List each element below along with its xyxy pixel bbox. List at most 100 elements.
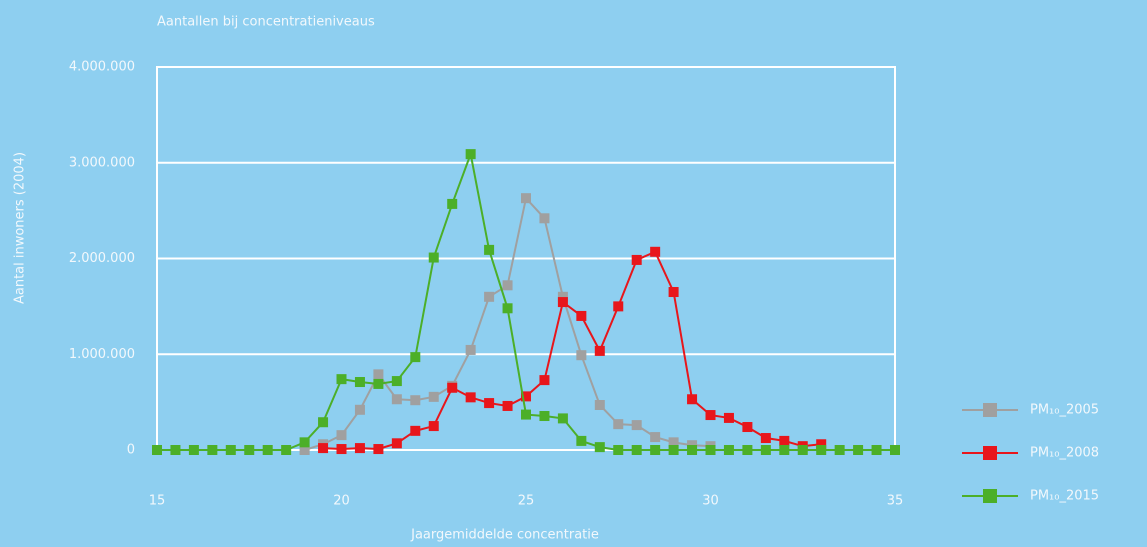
data-point	[428, 252, 439, 263]
data-point	[668, 445, 679, 455]
data-point	[502, 400, 513, 411]
data-point	[152, 445, 162, 455]
data-point	[244, 445, 255, 455]
data-point	[410, 425, 421, 436]
data-point	[779, 445, 790, 455]
data-point	[391, 394, 402, 405]
x-tick-label: 20	[333, 494, 350, 509]
data-point	[613, 445, 624, 455]
data-point	[502, 303, 513, 314]
data-point	[502, 280, 513, 291]
data-point	[373, 369, 384, 380]
data-point	[465, 392, 476, 403]
data-point	[557, 413, 568, 424]
data-point	[521, 193, 531, 204]
data-point	[871, 445, 882, 455]
x-tick-label: 15	[149, 494, 166, 509]
data-point	[816, 439, 827, 450]
data-point	[668, 437, 679, 448]
data-point	[594, 399, 605, 410]
data-point	[797, 445, 808, 455]
data-point	[816, 445, 827, 455]
chart-title: Aantallen bij concentratieniveaus	[157, 15, 375, 30]
data-point	[225, 445, 236, 455]
data-point	[521, 409, 531, 420]
data-point	[723, 445, 734, 455]
data-point	[760, 433, 771, 444]
data-point	[650, 445, 661, 455]
data-point	[318, 443, 329, 454]
data-point	[631, 445, 642, 455]
data-point	[447, 198, 458, 209]
data-point	[373, 444, 384, 455]
data-point	[336, 430, 347, 441]
data-point	[705, 445, 716, 455]
data-point	[723, 412, 734, 423]
data-point	[631, 254, 642, 265]
data-point	[557, 297, 568, 308]
data-point	[613, 301, 624, 312]
data-point	[336, 374, 347, 385]
legend-label: PM₁₀_2005	[1030, 403, 1099, 418]
data-point	[484, 398, 495, 409]
data-point	[742, 445, 753, 455]
data-point	[465, 149, 476, 160]
data-point	[428, 391, 439, 402]
x-tick-label: 25	[518, 494, 535, 509]
data-point	[465, 344, 476, 355]
data-point	[687, 394, 698, 405]
data-point	[318, 417, 329, 428]
data-point	[170, 445, 181, 455]
data-point	[447, 382, 458, 393]
data-point	[742, 422, 753, 433]
x-axis-label: Jaargemiddelde concentratie	[410, 528, 599, 543]
data-point	[834, 445, 845, 455]
data-point	[557, 291, 568, 302]
data-point	[853, 445, 864, 455]
data-point	[354, 404, 365, 415]
data-point	[594, 442, 605, 453]
series-line	[322, 250, 822, 451]
data-point	[391, 376, 402, 387]
data-point	[539, 411, 550, 422]
data-point	[484, 244, 495, 255]
y-tick-label: 2.000.000	[69, 251, 135, 266]
data-point	[687, 445, 698, 455]
data-point	[354, 377, 365, 388]
data-point	[650, 432, 661, 443]
data-point	[705, 410, 716, 421]
series-line	[304, 196, 711, 451]
data-point	[539, 375, 550, 386]
data-point	[890, 445, 900, 455]
data-point	[631, 420, 642, 431]
data-point	[188, 445, 199, 455]
data-point	[576, 435, 587, 446]
data-point	[299, 437, 310, 448]
data-point	[521, 391, 531, 402]
x-tick-label: 30	[702, 494, 719, 509]
data-point	[299, 445, 310, 455]
data-point	[760, 445, 771, 455]
y-tick-label: 0	[127, 443, 135, 458]
legend-label: PM₁₀_2015	[1030, 489, 1099, 504]
y-tick-label: 4.000.000	[69, 60, 135, 75]
y-tick-label: 3.000.000	[69, 155, 135, 170]
data-point	[613, 419, 624, 430]
data-point	[262, 445, 273, 455]
x-tick-label: 35	[887, 494, 904, 509]
data-point	[354, 443, 365, 454]
data-point	[484, 291, 495, 302]
data-point	[373, 378, 384, 389]
data-point	[576, 350, 587, 361]
data-point	[410, 395, 421, 406]
data-point	[391, 438, 402, 449]
y-axis-label: Aantal inwoners (2004)	[13, 152, 28, 304]
data-point	[779, 435, 790, 446]
data-point	[428, 421, 439, 432]
legend-marker	[983, 446, 997, 460]
legend-label: PM₁₀_2008	[1030, 446, 1099, 461]
y-tick-label: 1.000.000	[69, 347, 135, 362]
data-point	[576, 310, 587, 321]
data-point	[539, 213, 550, 224]
